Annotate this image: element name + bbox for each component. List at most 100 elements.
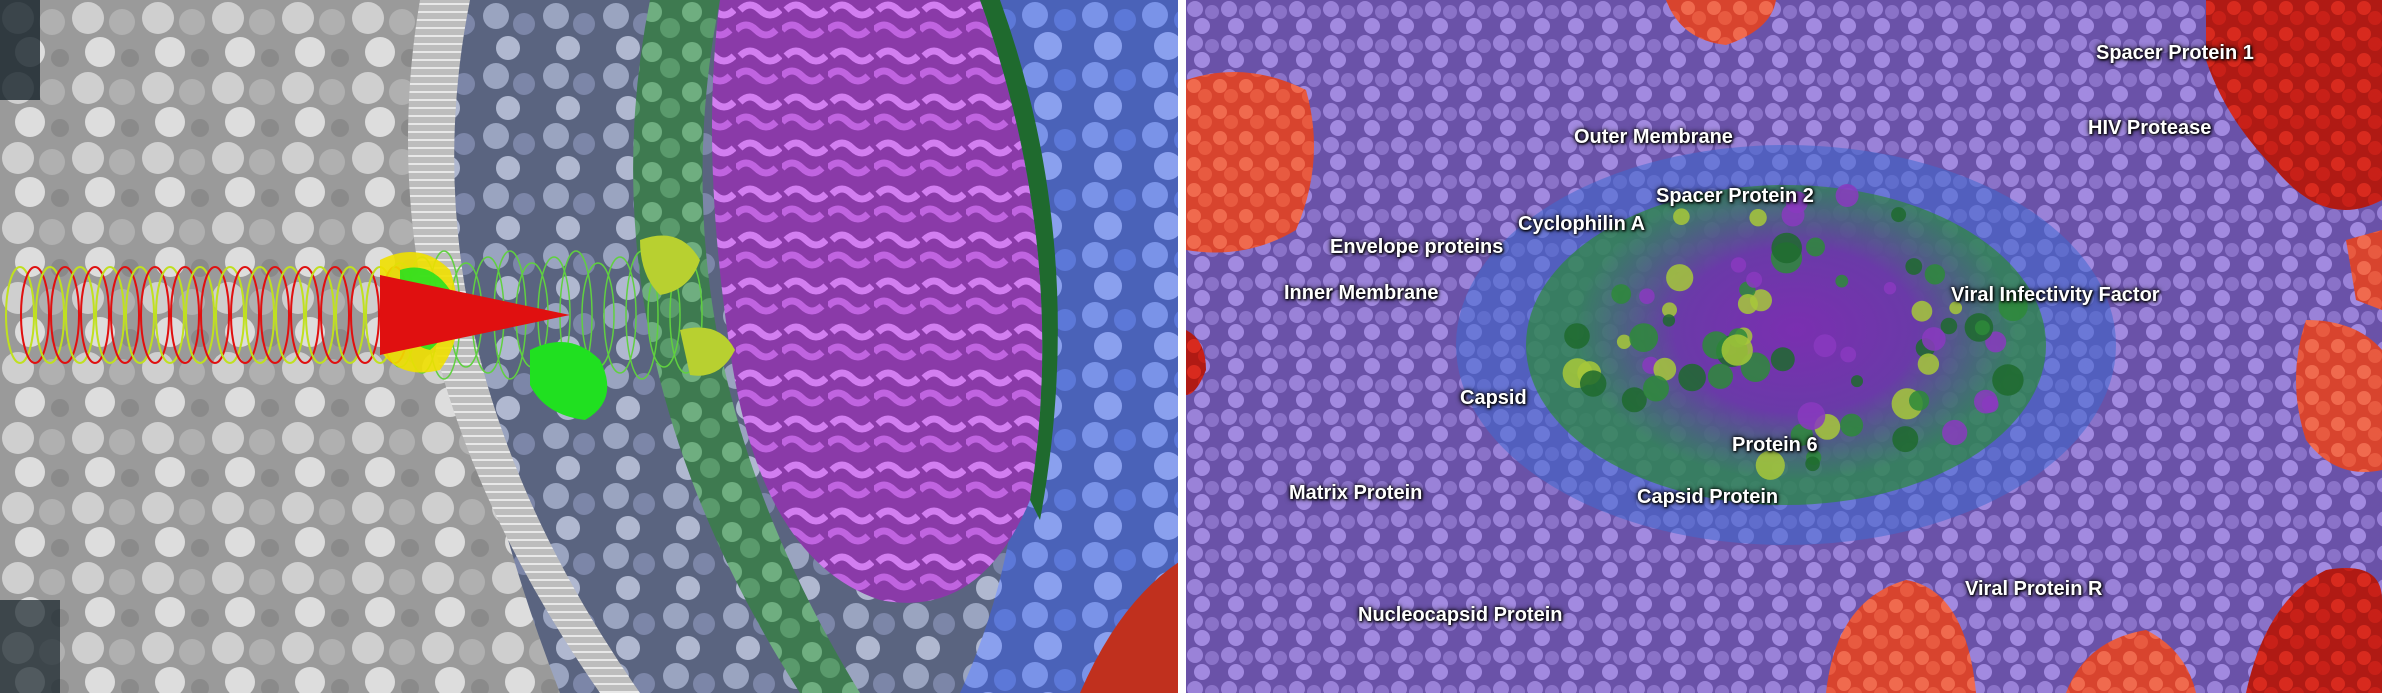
envelope-spike xyxy=(2066,630,2196,693)
core-protein-blob xyxy=(1666,264,1694,292)
fusion-ring xyxy=(125,266,155,364)
fusion-ring xyxy=(290,266,320,364)
core-protein-blob xyxy=(1883,282,1897,295)
core-protein-blob xyxy=(1909,390,1930,411)
core-protein-blob xyxy=(1835,274,1849,288)
core-protein-blob xyxy=(1643,375,1669,402)
core-protein-blob xyxy=(1673,208,1690,225)
label-envelope-proteins: Envelope proteins xyxy=(1330,236,1504,258)
core-protein-blob xyxy=(1730,257,1747,273)
core-protein-blob xyxy=(1835,184,1859,207)
label-viral-protein-r: Viral Protein R xyxy=(1965,578,2103,600)
core-protein-blob xyxy=(1629,323,1659,352)
core-protein-blob xyxy=(1813,334,1837,358)
fusion-ring xyxy=(50,266,80,364)
core-protein-blob xyxy=(1721,334,1753,366)
core-protein-blob xyxy=(1797,402,1826,430)
core-protein-blob xyxy=(1840,413,1864,437)
label-hiv-protease: HIV Protease xyxy=(2088,117,2212,139)
fusion-ring xyxy=(35,266,65,364)
core-protein-blob xyxy=(1840,346,1857,363)
envelope-spike xyxy=(1186,330,1206,395)
core-protein-blob xyxy=(1924,264,1946,285)
cross-section-illustration xyxy=(0,0,1178,693)
dark-gap xyxy=(0,600,60,693)
host-membrane xyxy=(408,0,640,693)
core-protein-blob xyxy=(1611,284,1632,304)
label-matrix-protein: Matrix Protein xyxy=(1289,482,1423,504)
core-protein-blob xyxy=(1662,302,1677,318)
core-protein-blob xyxy=(1564,323,1590,349)
label-spacer-protein-1: Spacer Protein 1 xyxy=(2096,42,2254,64)
fusion-ring xyxy=(80,266,110,364)
yellow-green-protein xyxy=(680,327,735,376)
yellow-green-protein xyxy=(640,235,700,295)
capsid-edge xyxy=(980,0,1058,520)
envelope-spike xyxy=(2206,0,2382,210)
fusion-ring xyxy=(140,266,170,364)
fusion-ring xyxy=(260,266,290,364)
fusion-ring xyxy=(170,266,200,364)
core-protein-blob xyxy=(1771,232,1802,264)
core-protein-blob xyxy=(1892,426,1919,453)
label-outer-membrane: Outer Membrane xyxy=(1574,126,1733,148)
fusion-ring xyxy=(350,266,380,364)
core-protein-blob xyxy=(1580,370,1607,397)
fusion-ring xyxy=(155,266,185,364)
label-nucleocapsid-protein: Nucleocapsid Protein xyxy=(1358,604,1563,626)
left-panel-cross-section xyxy=(0,0,1182,693)
core-protein-blob xyxy=(1974,320,1990,336)
label-spacer-protein-2: Spacer Protein 2 xyxy=(1656,185,1814,207)
core-protein-blob xyxy=(1917,353,1940,375)
virion-illustration xyxy=(1186,0,2382,693)
envelope-spike xyxy=(2246,568,2382,693)
core-protein-blob xyxy=(1707,363,1733,389)
label-capsid-protein: Capsid Protein xyxy=(1637,486,1779,508)
core-protein-blob xyxy=(1905,258,1923,275)
label-capsid: Capsid xyxy=(1460,387,1527,409)
core-protein-blob xyxy=(1940,317,1958,335)
core-protein-blob xyxy=(1985,331,2007,353)
fusion-ring xyxy=(230,266,260,364)
core-protein-blob xyxy=(1992,364,2024,396)
core-protein-blob xyxy=(1621,387,1647,413)
fusion-ring xyxy=(110,266,140,364)
envelope-spike xyxy=(1186,72,1314,253)
core-protein-blob xyxy=(1805,456,1820,472)
envelope-spike xyxy=(2296,320,2382,472)
label-inner-membrane: Inner Membrane xyxy=(1284,282,1439,304)
fusion-ring xyxy=(305,266,335,364)
capsid-cone xyxy=(380,275,570,355)
green-protein xyxy=(530,342,608,420)
core-protein-blob xyxy=(1911,300,1933,322)
core-protein-blob xyxy=(1949,301,1963,315)
core-protein-blob xyxy=(1678,363,1706,392)
fusion-ring xyxy=(185,266,215,364)
fusion-ring xyxy=(95,266,125,364)
envelope-spike xyxy=(1826,580,1976,693)
label-protein-6: Protein 6 xyxy=(1732,434,1818,456)
core-protein-blob xyxy=(1653,357,1677,381)
core-protein-blob xyxy=(1749,209,1767,227)
label-viral-infectivity-factor: Viral Infectivity Factor xyxy=(1951,284,2160,306)
core-protein-blob xyxy=(1737,294,1758,314)
envelope-spike xyxy=(2346,230,2382,310)
matrix-band xyxy=(633,0,860,693)
core-protein-blob xyxy=(1998,291,2028,322)
core-protein-blob xyxy=(1981,395,1999,413)
capsid-region xyxy=(712,0,1043,603)
right-panel-virion: Spacer Protein 1 HIV Protease Outer Memb… xyxy=(1186,0,2382,693)
label-cyclophilin-a: Cyclophilin A xyxy=(1518,213,1646,235)
fusion-ring xyxy=(215,266,245,364)
core-protein-blob xyxy=(1851,375,1863,388)
core-protein-blob xyxy=(1806,237,1825,257)
fusion-ring xyxy=(65,266,95,364)
core-protein-blob xyxy=(1942,419,1968,446)
envelope-corner xyxy=(1080,562,1178,693)
core-protein-blob xyxy=(1746,271,1763,288)
fusion-ring xyxy=(245,266,275,364)
fusion-ring xyxy=(275,266,305,364)
core-protein-blob xyxy=(1639,288,1655,305)
fusion-ring xyxy=(320,266,350,364)
fusion-ring xyxy=(20,266,50,364)
